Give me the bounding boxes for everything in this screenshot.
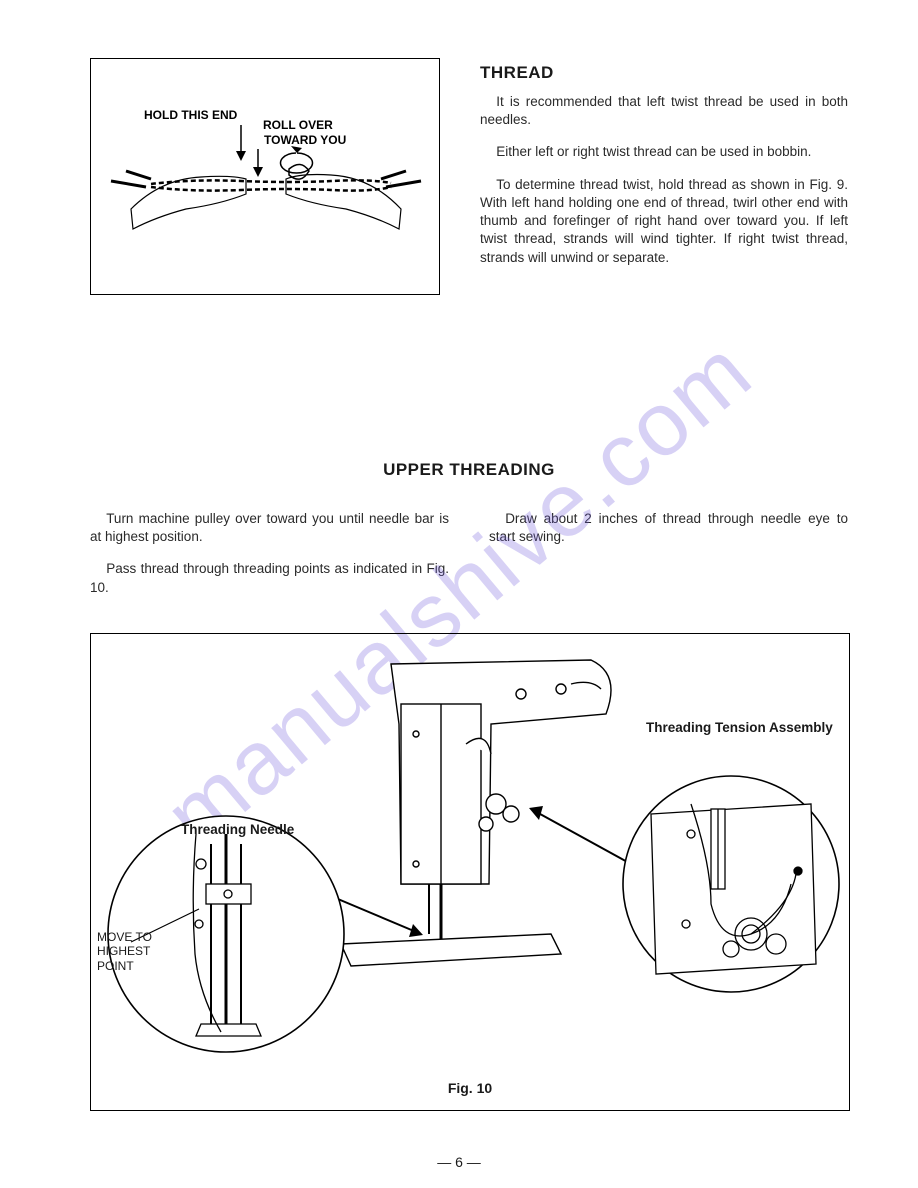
upper-left-col: Turn machine pulley over toward you unti…: [90, 510, 449, 611]
upper-left-p2: Pass thread through threading points as …: [90, 560, 449, 596]
figure-10-svg: [91, 634, 851, 1112]
figure-10-box: Threading Needle Threading Tension Assem…: [90, 633, 850, 1111]
page: manualshive.com HOLD THIS END ROLL OVER …: [0, 0, 918, 1188]
top-row: HOLD THIS END ROLL OVER TOWARD YOU: [90, 58, 848, 295]
fig10-threading-needle-label: Threading Needle: [181, 822, 294, 837]
machine-body: [341, 660, 611, 966]
figure-9-svg: HOLD THIS END ROLL OVER TOWARD YOU: [91, 59, 441, 296]
upper-right-col: Draw about 2 inches of thread through ne…: [489, 510, 848, 611]
fig10-tension-label: Threading Tension Assembly: [646, 720, 833, 735]
upper-left-p1: Turn machine pulley over toward you unti…: [90, 510, 449, 546]
page-number: — 6 —: [0, 1154, 918, 1170]
fig9-roll-label-2: TOWARD YOU: [264, 133, 346, 147]
fig9-roll-label-1: ROLL OVER: [263, 118, 333, 132]
thread-heading: THREAD: [480, 63, 848, 83]
figure-9-box: HOLD THIS END ROLL OVER TOWARD YOU: [90, 58, 440, 295]
fig10-caption: Fig. 10: [91, 1080, 849, 1096]
upper-two-columns: Turn machine pulley over toward you unti…: [90, 510, 848, 611]
thread-column: THREAD It is recommended that left twist…: [480, 58, 848, 295]
thread-p1: It is recommended that left twist thread…: [480, 93, 848, 129]
thread-p3: To determine thread twist, hold thread a…: [480, 176, 848, 267]
fig10-move-label: MOVE TO HIGHEST POINT: [97, 930, 152, 973]
fig9-hold-label: HOLD THIS END: [144, 108, 238, 122]
upper-right-p1: Draw about 2 inches of thread through ne…: [489, 510, 848, 546]
upper-threading-heading: UPPER THREADING: [90, 460, 848, 480]
thread-p2: Either left or right twist thread can be…: [480, 143, 848, 161]
figure-10-wrapper: Threading Needle Threading Tension Assem…: [90, 633, 848, 1111]
